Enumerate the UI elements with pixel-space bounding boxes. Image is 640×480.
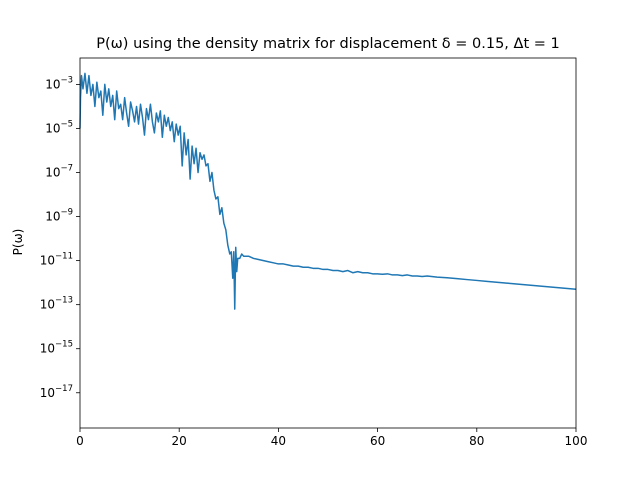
y-tick-label: 10−15 — [40, 340, 73, 356]
x-axis: 0 20 40 60 80 100 — [76, 428, 587, 448]
y-tick-label: 10−11 — [40, 252, 73, 268]
y-tick-label: 10−5 — [45, 119, 73, 135]
plot-frame — [79, 57, 577, 429]
y-tick-label: 10−7 — [45, 164, 73, 180]
plot-area — [79, 72, 577, 310]
y-tick-label: 10−17 — [40, 384, 73, 400]
x-tick-label: 100 — [565, 434, 588, 448]
x-tick-label: 60 — [370, 434, 385, 448]
series-line-0 — [79, 72, 577, 310]
x-tick-label: 0 — [76, 434, 84, 448]
x-tick-label: 80 — [469, 434, 484, 448]
x-tick-label: 20 — [172, 434, 187, 448]
y-tick-label: 10−3 — [45, 75, 73, 91]
y-axis-label: P(ω) — [11, 229, 25, 256]
chart-title: P(ω) using the density matrix for displa… — [96, 36, 559, 52]
y-tick-label: 10−9 — [45, 208, 73, 224]
x-tick-label: 40 — [271, 434, 286, 448]
y-tick-label: 10−13 — [40, 296, 73, 312]
y-axis: 10−3 10−5 10−7 10−9 10−11 10−13 10−15 10−17 — [40, 75, 80, 400]
